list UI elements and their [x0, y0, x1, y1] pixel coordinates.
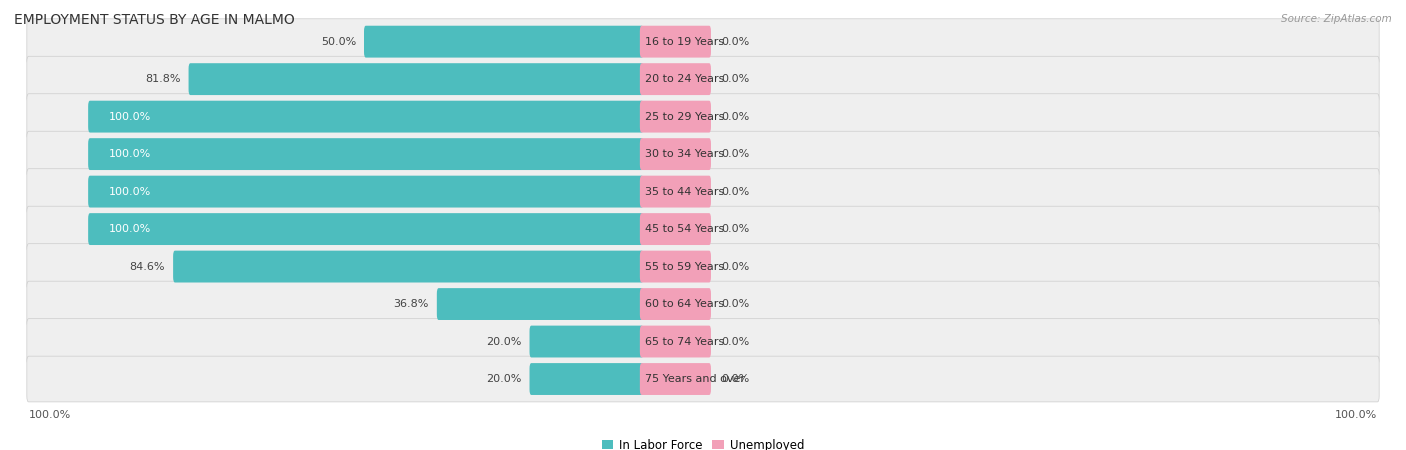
FancyBboxPatch shape — [27, 131, 1379, 177]
Text: 81.8%: 81.8% — [145, 74, 180, 84]
Text: 55 to 59 Years: 55 to 59 Years — [645, 261, 724, 271]
Text: 45 to 54 Years: 45 to 54 Years — [645, 224, 724, 234]
FancyBboxPatch shape — [27, 244, 1379, 289]
FancyBboxPatch shape — [27, 169, 1379, 215]
FancyBboxPatch shape — [89, 101, 644, 133]
Text: 30 to 34 Years: 30 to 34 Years — [645, 149, 724, 159]
FancyBboxPatch shape — [89, 138, 644, 170]
Text: 25 to 29 Years: 25 to 29 Years — [645, 112, 724, 122]
FancyBboxPatch shape — [27, 281, 1379, 327]
Text: 0.0%: 0.0% — [721, 187, 749, 197]
FancyBboxPatch shape — [640, 101, 711, 133]
Text: 0.0%: 0.0% — [721, 337, 749, 347]
Text: 0.0%: 0.0% — [721, 299, 749, 309]
FancyBboxPatch shape — [188, 63, 644, 95]
FancyBboxPatch shape — [27, 206, 1379, 252]
FancyBboxPatch shape — [640, 176, 711, 207]
FancyBboxPatch shape — [27, 56, 1379, 102]
FancyBboxPatch shape — [530, 363, 644, 395]
FancyBboxPatch shape — [27, 94, 1379, 140]
FancyBboxPatch shape — [27, 319, 1379, 364]
FancyBboxPatch shape — [27, 356, 1379, 402]
FancyBboxPatch shape — [27, 19, 1379, 64]
Text: 20 to 24 Years: 20 to 24 Years — [645, 74, 724, 84]
Text: 100.0%: 100.0% — [1336, 410, 1378, 420]
FancyBboxPatch shape — [89, 176, 644, 207]
Text: 60 to 64 Years: 60 to 64 Years — [645, 299, 724, 309]
Text: 20.0%: 20.0% — [486, 374, 522, 384]
FancyBboxPatch shape — [640, 251, 711, 283]
Text: 50.0%: 50.0% — [321, 36, 356, 47]
Text: 100.0%: 100.0% — [108, 112, 150, 122]
Text: 0.0%: 0.0% — [721, 112, 749, 122]
Legend: In Labor Force, Unemployed: In Labor Force, Unemployed — [602, 439, 804, 450]
FancyBboxPatch shape — [640, 288, 711, 320]
Text: 75 Years and over: 75 Years and over — [645, 374, 745, 384]
FancyBboxPatch shape — [89, 213, 644, 245]
Text: 100.0%: 100.0% — [108, 187, 150, 197]
FancyBboxPatch shape — [173, 251, 644, 283]
FancyBboxPatch shape — [640, 363, 711, 395]
FancyBboxPatch shape — [530, 326, 644, 357]
Text: 65 to 74 Years: 65 to 74 Years — [645, 337, 724, 347]
Text: EMPLOYMENT STATUS BY AGE IN MALMO: EMPLOYMENT STATUS BY AGE IN MALMO — [14, 14, 295, 27]
Text: 0.0%: 0.0% — [721, 374, 749, 384]
Text: 100.0%: 100.0% — [28, 410, 70, 420]
Text: 100.0%: 100.0% — [108, 149, 150, 159]
Text: 100.0%: 100.0% — [108, 224, 150, 234]
FancyBboxPatch shape — [640, 26, 711, 58]
Text: 0.0%: 0.0% — [721, 74, 749, 84]
Text: 0.0%: 0.0% — [721, 36, 749, 47]
Text: 16 to 19 Years: 16 to 19 Years — [645, 36, 724, 47]
FancyBboxPatch shape — [364, 26, 644, 58]
Text: 0.0%: 0.0% — [721, 261, 749, 271]
Text: 84.6%: 84.6% — [129, 261, 165, 271]
FancyBboxPatch shape — [437, 288, 644, 320]
Text: 0.0%: 0.0% — [721, 149, 749, 159]
Text: 36.8%: 36.8% — [394, 299, 429, 309]
Text: 20.0%: 20.0% — [486, 337, 522, 347]
FancyBboxPatch shape — [640, 213, 711, 245]
FancyBboxPatch shape — [640, 63, 711, 95]
Text: 0.0%: 0.0% — [721, 224, 749, 234]
FancyBboxPatch shape — [640, 326, 711, 357]
FancyBboxPatch shape — [640, 138, 711, 170]
Text: Source: ZipAtlas.com: Source: ZipAtlas.com — [1281, 14, 1392, 23]
Text: 35 to 44 Years: 35 to 44 Years — [645, 187, 724, 197]
